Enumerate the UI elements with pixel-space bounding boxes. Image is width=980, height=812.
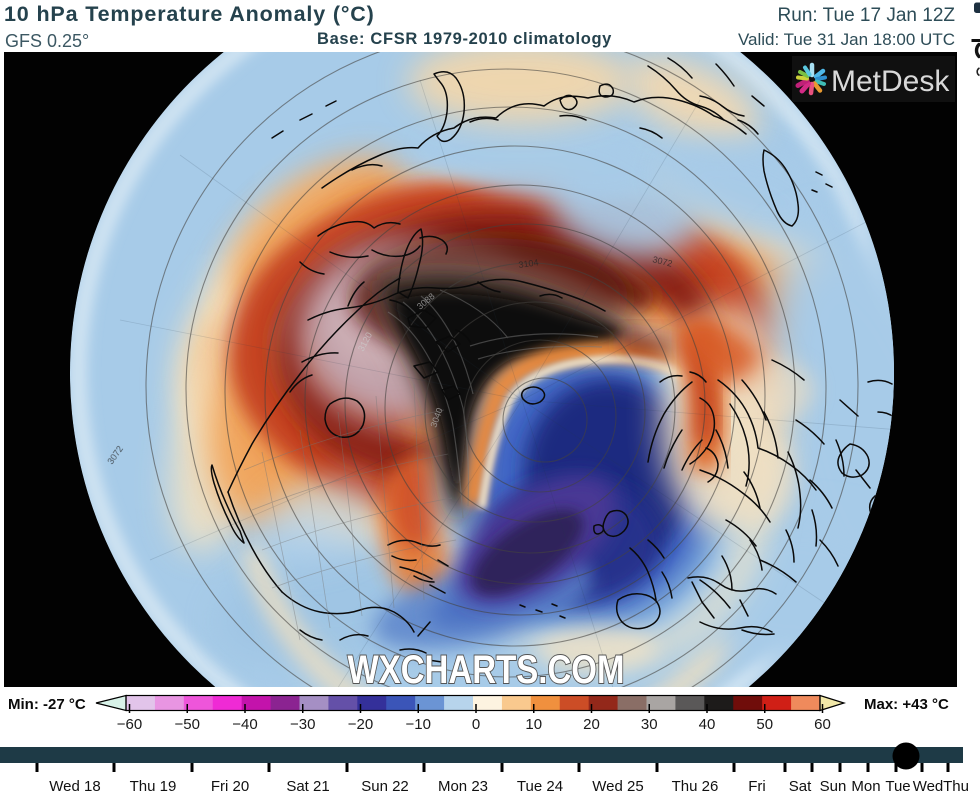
svg-text:0: 0 (472, 716, 480, 733)
svg-text:Fri: Fri (748, 778, 766, 795)
svg-text:MetDesk: MetDesk (831, 65, 950, 98)
svg-text:50: 50 (756, 716, 773, 733)
svg-text:Sat: Sat (789, 778, 812, 795)
svg-text:WXCHARTS.COM: WXCHARTS.COM (348, 648, 625, 687)
svg-text:Sun: Sun (820, 778, 847, 795)
svg-text:20: 20 (583, 716, 600, 733)
svg-text:40: 40 (699, 716, 716, 733)
svg-text:−50: −50 (175, 716, 200, 733)
svg-text:−40: −40 (232, 716, 257, 733)
svg-text:Sun 22: Sun 22 (361, 778, 409, 795)
svg-text:Sat 21: Sat 21 (286, 778, 329, 795)
svg-text:60: 60 (814, 716, 831, 733)
svg-text:Tue: Tue (885, 778, 910, 795)
svg-text:−20: −20 (348, 716, 373, 733)
svg-text:Thu 26: Thu 26 (672, 778, 719, 795)
svg-text:30: 30 (641, 716, 658, 733)
svg-text:Fri 20: Fri 20 (211, 778, 249, 795)
svg-text:Mon: Mon (851, 778, 880, 795)
svg-text:3072: 3072 (652, 254, 674, 269)
svg-text:Wed 25: Wed 25 (592, 778, 643, 795)
svg-text:Tue 24: Tue 24 (517, 778, 563, 795)
svg-text:Thu: Thu (943, 778, 969, 795)
svg-text:10: 10 (525, 716, 542, 733)
svg-text:Mon 23: Mon 23 (438, 778, 488, 795)
svg-text:Min: -27 °C: Min: -27 °C (8, 696, 86, 713)
svg-text:Thu 19: Thu 19 (130, 778, 177, 795)
svg-text:Max: +43 °C: Max: +43 °C (864, 696, 949, 713)
svg-text:Wed 18: Wed 18 (49, 778, 100, 795)
svg-text:Wed: Wed (913, 778, 944, 795)
svg-text:−60: −60 (117, 716, 142, 733)
svg-text:−10: −10 (406, 716, 431, 733)
svg-text:−30: −30 (290, 716, 315, 733)
svg-text:3104: 3104 (518, 257, 539, 270)
